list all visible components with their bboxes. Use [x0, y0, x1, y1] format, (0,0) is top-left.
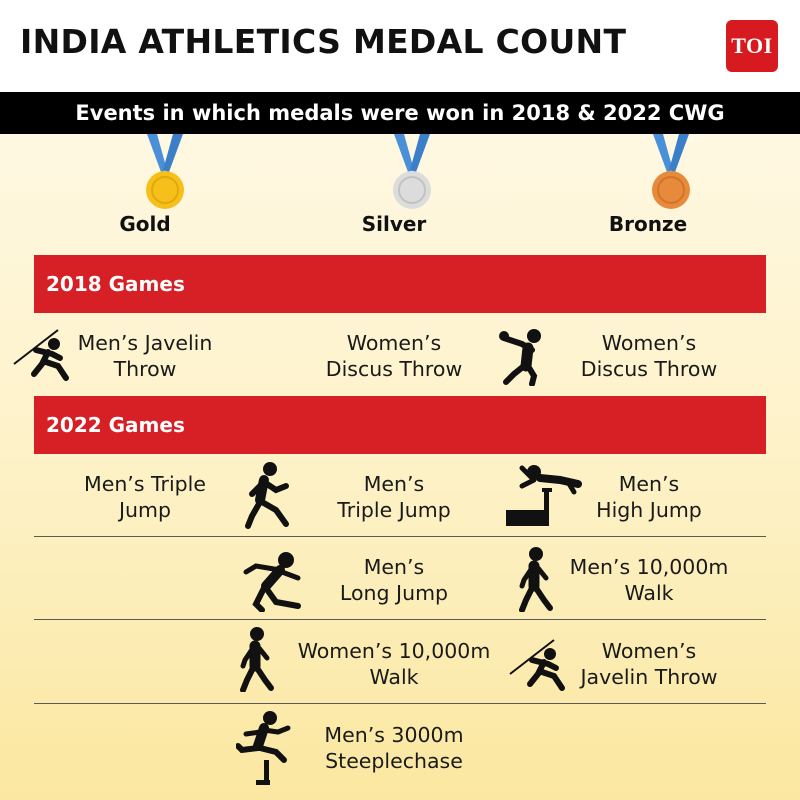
page-title: INDIA ATHLETICS MEDAL COUNT: [20, 22, 627, 61]
subtitle-bar: Events in which medals were won in 2018 …: [0, 92, 800, 134]
discus-thrower-icon: [499, 329, 541, 386]
silver-label: Silver: [361, 212, 427, 236]
event-2022-silver-3: Women’s 10,000m Walk: [297, 639, 491, 689]
subtitle: Events in which medals were won in 2018 …: [75, 101, 725, 125]
high-jumper-icon: [506, 465, 582, 526]
bronze-medal-icon: [652, 134, 690, 209]
games-2022-label: 2022 Games: [46, 413, 185, 437]
silver-medal: [352, 134, 472, 214]
event-2022-bronze-3: Women’s Javelin Throw: [580, 639, 718, 689]
event-2022-silver-4: Men’s 3000m Steeplechase: [324, 723, 464, 773]
toi-logo: TOI: [726, 20, 778, 72]
gold-label: Gold: [119, 212, 171, 236]
event-2018-bronze: Women’s Discus Throw: [580, 331, 718, 381]
row-divider: [34, 536, 766, 537]
event-2022-bronze-2: Men’s 10,000m Walk: [569, 555, 729, 605]
content-area: [0, 134, 800, 800]
steeplechase-runner-icon: [236, 711, 291, 785]
silver-medal-icon: [393, 134, 431, 209]
games-2018-label: 2018 Games: [46, 272, 185, 296]
gold-medal-icon: [146, 134, 184, 209]
race-walker-icon: [519, 547, 553, 612]
event-2022-silver-2: Men’s Long Jump: [339, 555, 449, 605]
event-2018-gold: Men’s Javelin Throw: [77, 331, 213, 381]
bronze-label: Bronze: [608, 212, 688, 236]
games-2018-band: 2018 Games: [34, 255, 766, 313]
event-2018-silver: Women’s Discus Throw: [325, 331, 463, 381]
race-walker-icon: [240, 627, 274, 692]
javelin-thrower-icon: [13, 329, 69, 381]
triple-jumper-icon: [245, 462, 289, 529]
row-divider: [34, 703, 766, 704]
long-jumper-icon: [243, 552, 301, 612]
bronze-medal: [611, 134, 731, 214]
gold-medal: [105, 134, 225, 214]
event-2022-silver-1: Men’s Triple Jump: [337, 472, 451, 522]
event-2022-bronze-1: Men’s High Jump: [596, 472, 702, 522]
event-2022-gold-1: Men’s Triple Jump: [84, 472, 206, 522]
row-divider: [34, 619, 766, 620]
header: INDIA ATHLETICS MEDAL COUNT TOI: [0, 0, 800, 92]
games-2022-band: 2022 Games: [34, 396, 766, 454]
javelin-thrower-icon: [509, 639, 565, 691]
